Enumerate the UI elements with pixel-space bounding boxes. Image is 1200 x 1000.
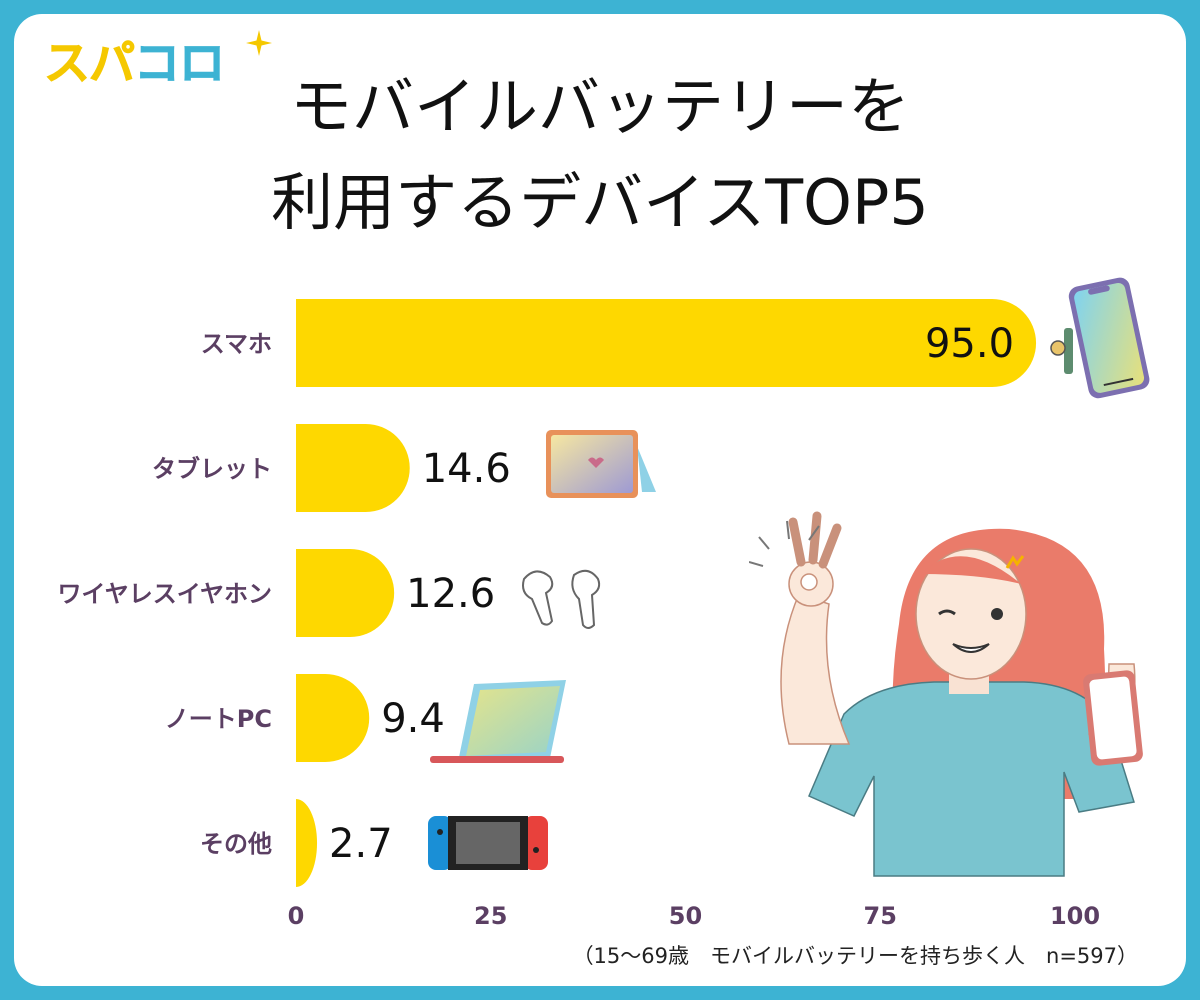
woman-ok-sign-illustration	[749, 511, 1143, 877]
chart-title-line-1: モバイルバッテリーを	[289, 70, 910, 143]
category-label-3: ワイヤレスイヤホン	[57, 580, 272, 608]
x-tick-label-3: 50	[669, 902, 702, 930]
sparkle-icon	[246, 30, 272, 56]
brand-logo: スパコロ	[44, 36, 226, 90]
x-tick-label-4: 75	[864, 902, 897, 930]
x-tick-label-2: 25	[474, 902, 507, 930]
value-label-5: 2.7	[329, 821, 393, 867]
bar-chart: スマホ 95.0 タブレット 14.6 ワイヤレスイヤホン 12.6 ノートPC 9.4 その他…	[57, 299, 1100, 930]
value-label-2: 14.6	[422, 446, 511, 492]
smartphone-icon	[1050, 277, 1150, 399]
x-tick-label-5: 100	[1050, 902, 1100, 930]
chart-footnote: （15〜69歳 モバイルバッテリーを持ち歩く人 n=597）	[572, 944, 1138, 968]
x-tick-label-1: 0	[288, 902, 305, 930]
infographic-card: スパコロ モバイルバッテリーを 利用するデバイスTOP5 スマホ 95.0 タブレッ…	[14, 14, 1186, 986]
chart-title-line-2: 利用するデバイスTOP5	[271, 166, 929, 239]
bar-4	[296, 674, 370, 762]
bar-2	[296, 424, 410, 512]
tablet-icon	[546, 430, 656, 498]
bar-3	[296, 549, 395, 637]
category-label-4: ノートPC	[165, 705, 272, 733]
category-label-5: その他	[200, 830, 272, 858]
bar-1	[296, 299, 1037, 387]
value-label-4: 9.4	[381, 696, 445, 742]
value-label-3: 12.6	[406, 571, 495, 617]
laptop-icon	[430, 680, 566, 763]
earbuds-icon	[522, 569, 601, 629]
category-label-1: スマホ	[201, 330, 272, 358]
value-label-1: 95.0	[925, 321, 1014, 367]
game-console-icon	[428, 816, 548, 870]
category-label-2: タブレット	[152, 455, 272, 483]
bar-5	[296, 799, 318, 887]
